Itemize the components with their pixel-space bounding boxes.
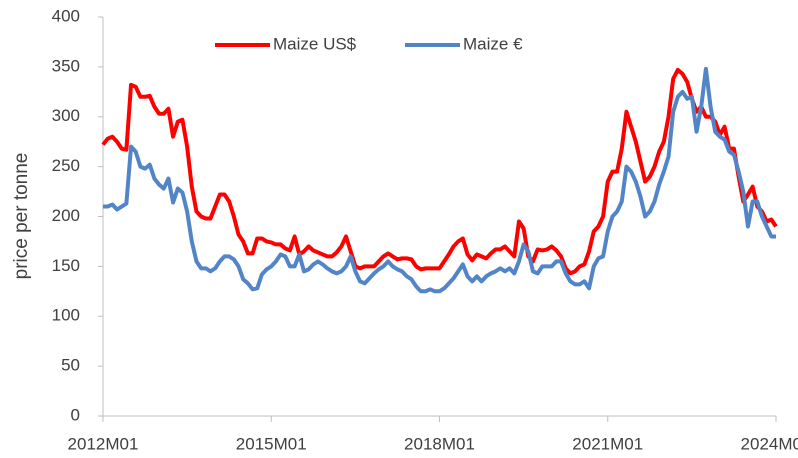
y-axis-label: price per tonne <box>11 153 32 280</box>
y-tick-label: 100 <box>52 306 80 325</box>
x-tick-label: 2012M01 <box>68 434 139 453</box>
y-tick-label: 250 <box>52 156 80 175</box>
x-tick-label: 2021M01 <box>572 434 643 453</box>
x-tick-label: 2024M01 <box>741 434 798 453</box>
legend-label: Maize € <box>463 34 523 53</box>
y-tick-label: 400 <box>52 6 80 25</box>
line-series <box>103 66 776 294</box>
x-tick-label: 2018M01 <box>404 434 475 453</box>
y-tick-label: 350 <box>52 56 80 75</box>
x-tick-label: 2015M01 <box>236 434 307 453</box>
y-tick-label: 50 <box>61 356 80 375</box>
y-tick-label: 200 <box>52 206 80 225</box>
y-tick-label: 0 <box>71 405 80 424</box>
line-series <box>101 67 778 276</box>
y-tick-label: 300 <box>52 106 80 125</box>
y-tick-label: 150 <box>52 256 80 275</box>
legend-label: Maize US$ <box>273 34 357 53</box>
